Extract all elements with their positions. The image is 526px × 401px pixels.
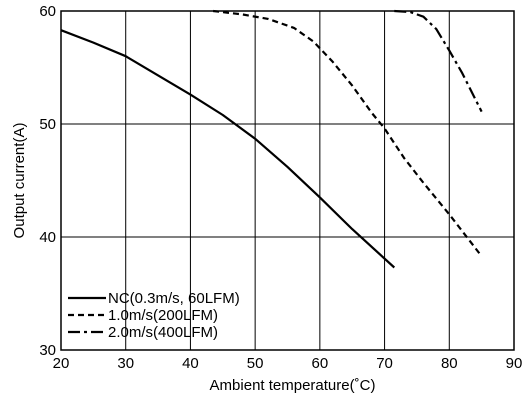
series-line-1 <box>60 29 396 269</box>
y-axis-label: Output current(A) <box>11 123 28 239</box>
x-tick-label: 70 <box>376 355 393 372</box>
x-tick-label: 40 <box>182 355 199 372</box>
plot-frame <box>60 10 515 351</box>
x-tick-label: 80 <box>441 355 458 372</box>
x-tick-label: 50 <box>247 355 264 372</box>
series-line-2 <box>212 9 483 257</box>
legend: NC(0.3m/s, 60LFM)1.0m/s(200LFM)2.0m/s(40… <box>68 290 240 341</box>
y-tick-label: 40 <box>39 229 56 246</box>
y-tick-label: 60 <box>39 3 56 20</box>
x-axis-label: Ambient temperature(˚C) <box>210 377 376 394</box>
x-tick-label: 90 <box>506 355 523 372</box>
legend-label: NC(0.3m/s, 60LFM) <box>108 290 240 307</box>
y-tick-label: 30 <box>39 342 56 359</box>
legend-label: 2.0m/s(400LFM) <box>108 324 218 341</box>
series-layer <box>60 9 483 269</box>
x-tick-label: 30 <box>117 355 134 372</box>
y-tick-label: 50 <box>39 116 56 133</box>
x-tick-label: 60 <box>312 355 329 372</box>
x-tick-label: 20 <box>53 355 70 372</box>
series-line-3 <box>394 9 483 113</box>
legend-label: 1.0m/s(200LFM) <box>108 307 218 324</box>
